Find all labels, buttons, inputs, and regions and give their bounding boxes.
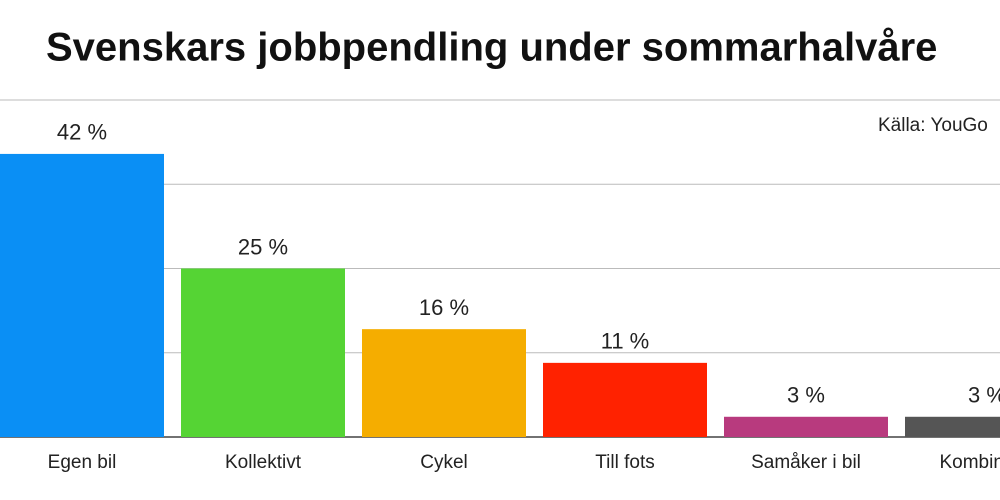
value-label: 42 % (57, 120, 107, 145)
value-label: 16 % (419, 295, 469, 320)
bar (362, 329, 526, 437)
value-label: 3 % (968, 383, 1000, 408)
x-tick-label: Cykel (420, 452, 468, 473)
value-label: 11 % (601, 329, 650, 354)
chart-title: Svenskars jobbpendling under sommarhalvå… (46, 26, 937, 70)
bar (724, 416, 888, 437)
bar (543, 362, 707, 437)
bar (905, 416, 1000, 437)
bar (0, 153, 164, 438)
x-tick-label: Samåker i bil (751, 452, 861, 473)
source: Källa: YouGo (878, 115, 988, 136)
x-tick-label: Till fots (595, 452, 654, 473)
x-tick-label: Kollektivt (225, 452, 302, 473)
value-label: 3 % (787, 383, 825, 408)
x-tick-label: Kombinatio (939, 452, 1000, 473)
value-label: 25 % (238, 234, 288, 259)
bar (181, 268, 345, 437)
x-tick-label: Egen bil (48, 452, 117, 473)
